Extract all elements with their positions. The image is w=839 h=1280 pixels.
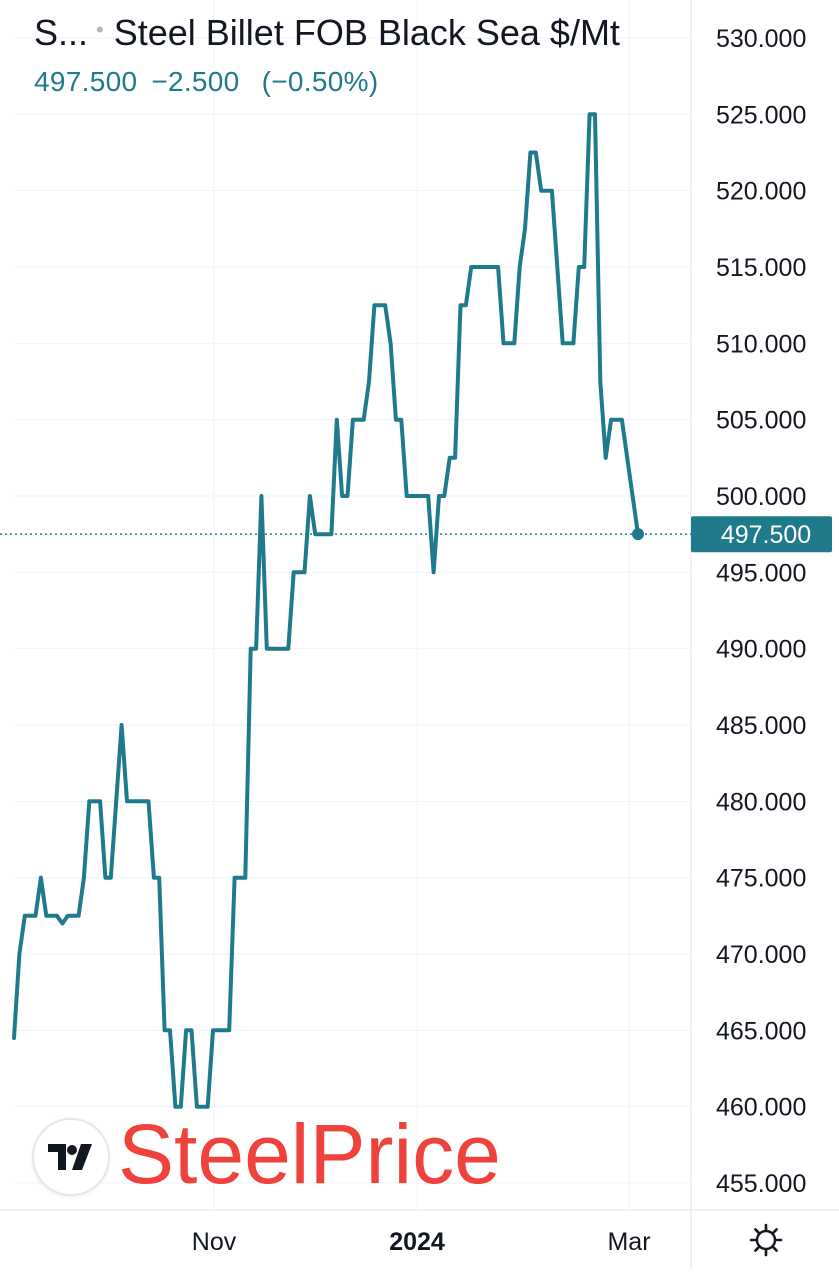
y-tick-label: 490.000	[716, 636, 806, 664]
price-summary: 497.500 −2.500 (−0.50%)	[34, 66, 378, 98]
y-tick-label: 505.000	[716, 407, 806, 435]
x-tick-label: Nov	[192, 1228, 237, 1256]
separator-dot: •	[96, 17, 104, 42]
y-tick-label: 465.000	[716, 1017, 806, 1045]
x-axis[interactable]: Nov 2024 Mar	[192, 1228, 651, 1256]
last-price-badge-label: 497.500	[721, 521, 811, 549]
symbol-short[interactable]: S...	[34, 12, 89, 53]
y-tick-label: 480.000	[716, 788, 806, 816]
y-tick-label: 500.000	[716, 483, 806, 511]
x-tick-label: 2024	[389, 1228, 445, 1256]
y-tick-label: 510.000	[716, 330, 806, 358]
tradingview-logo-icon[interactable]	[32, 1118, 110, 1196]
y-tick-label: 455.000	[716, 1170, 806, 1198]
y-tick-label: 470.000	[716, 941, 806, 969]
x-tick-label: Mar	[607, 1228, 650, 1256]
last-price-badge: 497.500	[691, 516, 832, 553]
y-tick-label: 530.000	[716, 25, 806, 53]
y-tick-label: 460.000	[716, 1094, 806, 1122]
y-tick-label: 525.000	[716, 101, 806, 129]
price-change: −2.500	[151, 66, 240, 97]
tradingview-logo-glyph	[48, 1144, 92, 1170]
gear-icon-glyph	[749, 1223, 783, 1257]
last-point-marker	[632, 528, 644, 541]
y-tick-label: 520.000	[716, 178, 806, 206]
y-axis[interactable]: 530.000 525.000 520.000 515.000 510.000 505.0…	[716, 25, 806, 1198]
series-layer	[12, 112, 644, 1109]
instrument-title: Steel Billet FOB Black Sea $/Mt	[113, 12, 620, 53]
series-line	[12, 112, 640, 1109]
last-price-badge-box	[691, 516, 832, 553]
watermark-text: SteelPrice	[118, 1107, 501, 1201]
y-tick-label: 475.000	[716, 865, 806, 893]
y-tick-label: 515.000	[716, 254, 806, 282]
gear-icon[interactable]	[748, 1222, 784, 1258]
last-price: 497.500	[34, 66, 138, 97]
y-tick-label: 485.000	[716, 712, 806, 740]
chart-title: S... • Steel Billet FOB Black Sea $/Mt	[34, 12, 620, 54]
price-change-percent: (−0.50%)	[261, 66, 379, 97]
y-tick-label: 495.000	[716, 559, 806, 587]
